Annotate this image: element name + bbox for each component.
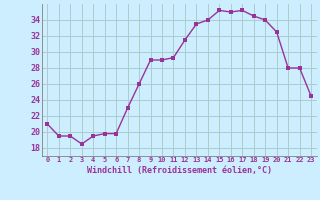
X-axis label: Windchill (Refroidissement éolien,°C): Windchill (Refroidissement éolien,°C) bbox=[87, 166, 272, 175]
